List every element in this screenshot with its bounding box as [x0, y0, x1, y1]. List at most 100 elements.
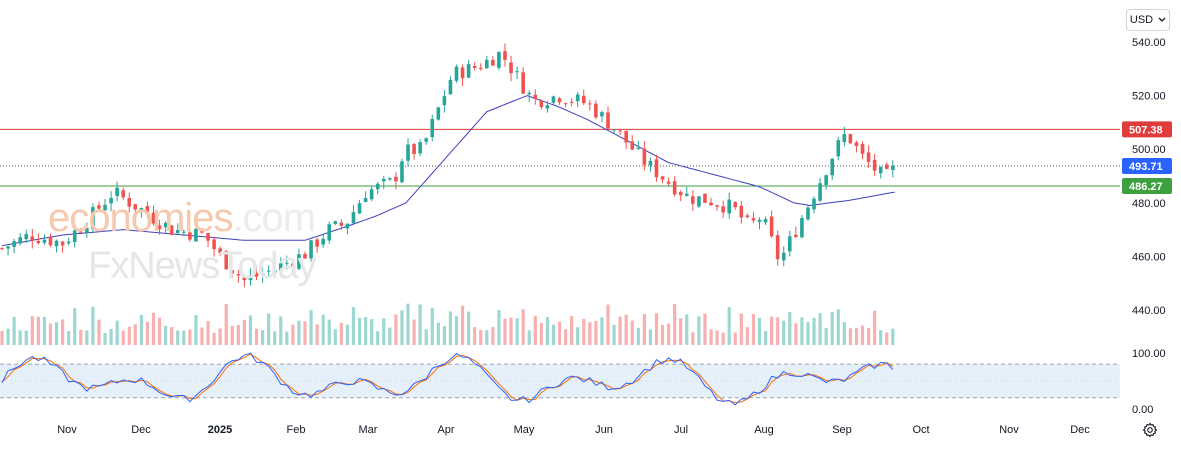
candle — [127, 192, 132, 213]
candle-body — [85, 228, 89, 233]
moving-average — [1, 95, 895, 247]
candle-body — [36, 240, 41, 244]
candle-body — [230, 270, 235, 274]
candle-body — [254, 273, 259, 277]
candle-body — [527, 92, 532, 95]
volume-bar — [97, 319, 101, 345]
volume-bar — [42, 316, 47, 345]
price-tick-label: 520.00 — [1132, 91, 1166, 103]
volume-bar — [388, 327, 392, 345]
volume-bar — [85, 330, 89, 345]
candle — [60, 240, 65, 253]
candle — [606, 106, 610, 130]
candle — [618, 130, 622, 136]
volume-bar — [509, 317, 513, 345]
candle-body — [745, 215, 750, 218]
candle — [242, 274, 247, 288]
candle-body — [448, 79, 453, 95]
volume-bar — [557, 321, 562, 345]
candle-body — [278, 263, 283, 271]
volume-bar — [751, 313, 756, 345]
volume-bar — [6, 328, 10, 345]
candle-body — [430, 118, 435, 137]
candle-body — [781, 252, 786, 261]
volume-bar — [339, 322, 343, 345]
volume-bar — [776, 317, 780, 345]
volume-bar — [600, 317, 604, 345]
volume-bar — [406, 303, 410, 345]
currency-selector[interactable]: USD — [1126, 9, 1170, 31]
volume-bar — [18, 330, 22, 345]
candle — [709, 197, 713, 207]
candle — [751, 211, 756, 224]
candle-body — [272, 269, 277, 273]
volume-bar — [582, 318, 586, 345]
volume-bar — [400, 310, 404, 345]
candle — [103, 198, 107, 212]
candle-body — [163, 223, 168, 228]
candle — [533, 89, 538, 105]
candle — [854, 140, 859, 153]
candle-body — [42, 239, 47, 243]
candle-body — [218, 248, 222, 253]
volume-bar — [303, 321, 307, 345]
candle — [806, 205, 810, 221]
candle-body — [860, 143, 865, 154]
candle-body — [545, 105, 550, 109]
candle — [872, 154, 877, 177]
candle — [448, 76, 453, 95]
candle — [485, 55, 489, 69]
candle — [509, 55, 513, 82]
volume-bar — [127, 326, 131, 345]
candle-body — [381, 178, 386, 182]
candle-body — [697, 196, 701, 207]
volume-bar — [594, 321, 598, 345]
volume-bar — [588, 322, 592, 345]
volume-bar — [248, 315, 253, 345]
volume-bar — [497, 310, 501, 345]
candle — [12, 238, 16, 254]
volume-bar — [54, 322, 59, 345]
candle-body — [703, 193, 707, 203]
candle-body — [72, 230, 77, 243]
settings-gear-icon[interactable] — [1141, 421, 1159, 439]
candle — [278, 257, 283, 277]
volume-bar — [291, 324, 295, 345]
candle-body — [642, 148, 647, 165]
volume-bar — [61, 319, 65, 345]
candle — [212, 236, 216, 257]
volume-bar — [648, 329, 653, 345]
volume-bar — [860, 325, 865, 345]
price-tick-label: 500.00 — [1132, 144, 1166, 156]
candle-body — [24, 234, 29, 240]
candle-body — [491, 59, 495, 66]
candle — [545, 101, 550, 113]
volume-bar — [709, 329, 713, 345]
candle-body — [363, 198, 368, 203]
candle-body — [436, 107, 441, 120]
candle — [557, 97, 562, 105]
volume-bar — [164, 325, 168, 345]
candle-body — [854, 142, 859, 146]
candle — [24, 229, 29, 243]
candle-body — [212, 239, 216, 250]
volume-bar — [364, 317, 368, 345]
volume-bar — [636, 327, 640, 345]
candle — [739, 201, 744, 224]
candle-body — [291, 263, 295, 267]
time-tick-label: Sep — [832, 424, 852, 436]
candle-body — [691, 196, 695, 204]
candle-body — [872, 159, 877, 171]
candle — [272, 261, 277, 278]
candle — [812, 196, 816, 214]
volume-bar — [533, 315, 537, 345]
candle — [230, 270, 235, 279]
price-badge-507.38: 507.38 — [1122, 121, 1172, 138]
candle — [42, 234, 47, 246]
candle-body — [103, 204, 107, 211]
currency-label: USD — [1129, 14, 1154, 26]
candle — [175, 223, 180, 235]
candle-body — [521, 72, 525, 94]
candle-body — [242, 275, 247, 281]
